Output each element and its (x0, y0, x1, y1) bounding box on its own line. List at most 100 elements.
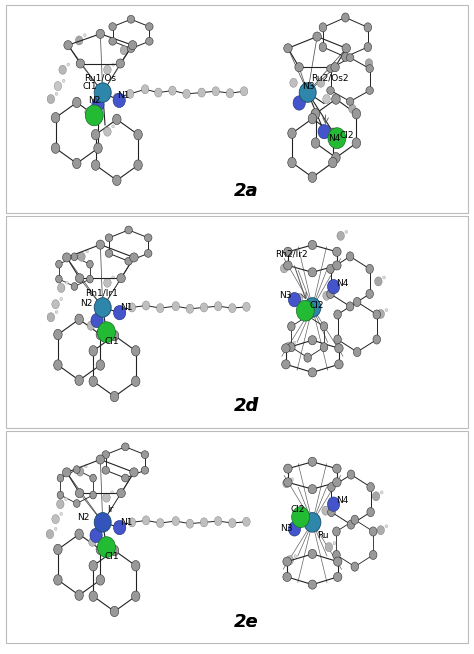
Ellipse shape (296, 300, 314, 321)
Ellipse shape (320, 343, 328, 352)
Ellipse shape (89, 560, 98, 571)
Ellipse shape (283, 247, 292, 256)
Ellipse shape (87, 275, 93, 283)
Text: Cl2: Cl2 (309, 301, 324, 310)
Text: 2e: 2e (235, 613, 258, 631)
Ellipse shape (86, 250, 89, 253)
Ellipse shape (156, 519, 164, 528)
Ellipse shape (114, 521, 121, 530)
Ellipse shape (75, 314, 83, 324)
Ellipse shape (243, 302, 250, 311)
Text: Cl1: Cl1 (104, 337, 119, 347)
Ellipse shape (352, 138, 361, 148)
Ellipse shape (114, 521, 126, 535)
Ellipse shape (200, 303, 208, 312)
Ellipse shape (111, 491, 114, 494)
Ellipse shape (304, 353, 311, 362)
Ellipse shape (288, 158, 296, 168)
Ellipse shape (342, 13, 349, 22)
Ellipse shape (60, 512, 63, 515)
Ellipse shape (113, 175, 121, 186)
Ellipse shape (369, 527, 377, 536)
Ellipse shape (327, 65, 334, 73)
Ellipse shape (295, 63, 303, 72)
Ellipse shape (354, 347, 361, 356)
Ellipse shape (318, 124, 330, 139)
Ellipse shape (383, 276, 385, 279)
Ellipse shape (349, 104, 356, 113)
Ellipse shape (117, 273, 125, 283)
Ellipse shape (373, 335, 381, 344)
Ellipse shape (103, 493, 110, 502)
Ellipse shape (345, 230, 348, 233)
Ellipse shape (73, 466, 80, 473)
Ellipse shape (335, 344, 343, 353)
Ellipse shape (288, 322, 295, 331)
Ellipse shape (308, 457, 317, 466)
Ellipse shape (334, 310, 341, 319)
Text: N1: N1 (120, 518, 133, 527)
Ellipse shape (57, 491, 64, 499)
Ellipse shape (112, 276, 115, 279)
Ellipse shape (94, 513, 111, 532)
Ellipse shape (286, 556, 293, 564)
Ellipse shape (308, 113, 317, 124)
Ellipse shape (104, 127, 111, 136)
Ellipse shape (141, 451, 149, 458)
Ellipse shape (131, 591, 140, 602)
Ellipse shape (288, 292, 301, 307)
Ellipse shape (380, 491, 383, 494)
Text: 2d: 2d (234, 397, 259, 415)
Text: N3: N3 (302, 82, 315, 90)
Ellipse shape (332, 152, 340, 163)
Ellipse shape (57, 474, 64, 482)
Text: N1: N1 (120, 303, 133, 312)
Ellipse shape (308, 172, 317, 182)
FancyBboxPatch shape (6, 5, 468, 213)
Ellipse shape (65, 281, 68, 284)
Ellipse shape (319, 23, 327, 32)
Ellipse shape (73, 500, 80, 508)
Ellipse shape (308, 549, 317, 559)
Ellipse shape (47, 313, 55, 322)
Ellipse shape (51, 143, 60, 154)
Ellipse shape (102, 466, 109, 474)
Ellipse shape (105, 234, 113, 242)
Ellipse shape (299, 83, 316, 102)
Ellipse shape (327, 264, 334, 273)
FancyBboxPatch shape (6, 216, 468, 428)
Ellipse shape (112, 63, 115, 66)
Ellipse shape (283, 479, 290, 488)
Ellipse shape (113, 114, 121, 125)
Ellipse shape (96, 240, 105, 249)
Text: Cl2: Cl2 (339, 131, 354, 140)
Ellipse shape (283, 261, 292, 270)
Ellipse shape (46, 530, 54, 539)
Ellipse shape (87, 321, 95, 330)
Ellipse shape (285, 342, 292, 351)
Ellipse shape (63, 253, 71, 262)
Ellipse shape (331, 63, 339, 72)
Ellipse shape (89, 591, 98, 602)
Ellipse shape (319, 43, 327, 52)
Ellipse shape (96, 330, 105, 340)
Ellipse shape (89, 345, 98, 356)
Ellipse shape (96, 360, 105, 370)
Ellipse shape (283, 478, 292, 487)
Text: Cl1: Cl1 (104, 553, 119, 561)
Ellipse shape (85, 107, 92, 116)
Ellipse shape (155, 88, 162, 97)
Ellipse shape (364, 23, 372, 32)
Ellipse shape (112, 125, 115, 128)
Ellipse shape (71, 253, 78, 261)
Ellipse shape (54, 360, 62, 370)
Ellipse shape (96, 455, 105, 464)
Text: Rh2/Ir2: Rh2/Ir2 (275, 250, 307, 258)
Ellipse shape (333, 551, 340, 559)
Ellipse shape (145, 250, 152, 257)
Ellipse shape (93, 105, 96, 109)
Ellipse shape (331, 290, 334, 294)
Ellipse shape (352, 109, 361, 119)
Ellipse shape (91, 160, 100, 170)
Ellipse shape (55, 260, 62, 268)
